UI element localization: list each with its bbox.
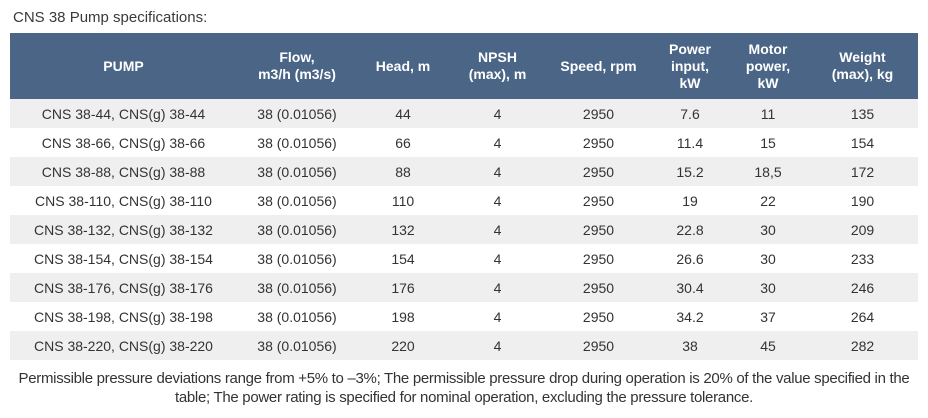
table-cell: CNS 38-154, CNS(g) 38-154 [34, 250, 213, 267]
table-cell: 11.4 [676, 134, 704, 151]
table-cell: 30.4 [676, 279, 704, 296]
table-cell: 4 [493, 279, 502, 296]
table-row: CNS 38-220, CNS(g) 38-220 38 (0.01056) 220… [10, 331, 918, 360]
table-cell: 22.8 [676, 221, 704, 238]
table-cell: 38 (0.01056) [257, 250, 337, 267]
table-row: CNS 38-176, CNS(g) 38-176 38 (0.01056) 176… [10, 273, 918, 302]
table-cell: 18,5 [754, 163, 782, 180]
table-cell: 15.2 [676, 163, 704, 180]
table-cell: CNS 38-110, CNS(g) 38-110 [35, 192, 212, 209]
page-title: CNS 38 Pump specifications: [13, 9, 208, 26]
table-cell: 4 [493, 250, 502, 267]
table-cell: CNS 38-44, CNS(g) 38-44 [41, 105, 206, 122]
table-cell: 220 [391, 337, 415, 354]
column-header-npsh: NPSH (max), m [449, 33, 546, 99]
table-cell: 4 [493, 163, 502, 180]
table-cell: 15 [760, 134, 776, 151]
table-cell: 198 [391, 308, 415, 325]
table-cell: 7.6 [680, 105, 700, 122]
table-cell: CNS 38-176, CNS(g) 38-176 [34, 279, 213, 296]
table-cell: 30 [760, 250, 776, 267]
column-header-flow: Flow, m3/h (m3/s) [237, 33, 357, 99]
table-row: CNS 38-154, CNS(g) 38-154 38 (0.01056) 154… [10, 244, 918, 273]
table-row: CNS 38-88, CNS(g) 38-88 38 (0.01056) 88 4 29… [10, 157, 918, 186]
table-cell: 154 [850, 134, 875, 151]
table-cell: 37 [760, 308, 776, 325]
table-cell: 38 (0.01056) [257, 308, 337, 325]
table-cell: 2950 [582, 279, 615, 296]
table-cell: 2950 [582, 134, 615, 151]
table-cell: 38 (0.01056) [257, 134, 337, 151]
table-cell: 4 [493, 134, 502, 151]
table-cell: 190 [850, 192, 875, 209]
table-cell: 38 (0.01056) [257, 105, 337, 122]
table-cell: CNS 38-132, CNS(g) 38-132 [34, 221, 213, 238]
table-cell: 30 [760, 279, 776, 296]
table-cell: 4 [493, 337, 502, 354]
table-cell: 2950 [582, 337, 615, 354]
table-row: CNS 38-110, CNS(g) 38-110 38 (0.01056) 110… [10, 186, 918, 215]
table-cell: 2950 [582, 163, 615, 180]
table-cell: 233 [850, 250, 875, 267]
pump-spec-table: PUMP Flow, m3/h (m3/s) Head, m NPSH (max… [10, 33, 918, 360]
column-header-speed: Speed, rpm [546, 33, 651, 99]
table-cell: 264 [850, 308, 875, 325]
table-cell: 38 (0.01056) [257, 192, 337, 209]
table-cell: 209 [850, 221, 875, 238]
table-row: CNS 38-132, CNS(g) 38-132 38 (0.01056) 132… [10, 215, 918, 244]
table-cell: 4 [493, 221, 502, 238]
table-cell: 45 [760, 337, 776, 354]
table-cell: 38 (0.01056) [257, 163, 337, 180]
table-cell: 38 (0.01056) [257, 337, 337, 354]
table-cell: 2950 [582, 221, 615, 238]
column-header-head: Head, m [357, 33, 449, 99]
table-cell: 22 [760, 192, 776, 209]
table-cell: 38 (0.01056) [257, 221, 337, 238]
table-cell: 154 [391, 250, 415, 267]
table-row: CNS 38-44, CNS(g) 38-44 38 (0.01056) 44 4 29… [10, 99, 918, 128]
table-cell: 176 [391, 279, 415, 296]
table-header-row: PUMP Flow, m3/h (m3/s) Head, m NPSH (max… [10, 33, 918, 99]
table-cell: 88 [395, 163, 411, 180]
table-cell: CNS 38-220, CNS(g) 38-220 [34, 337, 213, 354]
table-cell: 38 (0.01056) [257, 279, 337, 296]
table-cell: 282 [850, 337, 875, 354]
table-cell: 34.2 [676, 308, 704, 325]
table-row: CNS 38-198, CNS(g) 38-198 38 (0.01056) 198… [10, 302, 918, 331]
table-cell: 44 [395, 105, 411, 122]
table-cell: 38 [682, 337, 698, 354]
table-cell: 246 [850, 279, 875, 296]
table-cell: 172 [850, 163, 875, 180]
table-cell: 132 [391, 221, 415, 238]
table-body: CNS 38-44, CNS(g) 38-44 38 (0.01056) 44 4 29… [10, 99, 918, 360]
column-header-power-input: Power input, kW [651, 33, 729, 99]
table-cell: 2950 [582, 308, 615, 325]
table-cell: 2950 [582, 192, 615, 209]
table-cell: CNS 38-198, CNS(g) 38-198 [34, 308, 213, 325]
table-cell: 4 [493, 192, 502, 209]
table-cell: 30 [760, 221, 776, 238]
table-cell: 2950 [582, 105, 615, 122]
table-cell: 2950 [582, 250, 615, 267]
table-cell: 66 [395, 134, 411, 151]
table-cell: 11 [760, 105, 776, 122]
column-header-motor-power: Motor power, kW [729, 33, 807, 99]
table-cell: 4 [493, 105, 502, 122]
table-cell: CNS 38-88, CNS(g) 38-88 [41, 163, 206, 180]
table-cell: CNS 38-66, CNS(g) 38-66 [41, 134, 206, 151]
table-row: CNS 38-66, CNS(g) 38-66 38 (0.01056) 66 4 29… [10, 128, 918, 157]
column-header-weight: Weight (max), kg [807, 33, 918, 99]
table-cell: 135 [850, 105, 875, 122]
column-header-pump: PUMP [10, 33, 237, 99]
table-cell: 26.6 [676, 250, 704, 267]
footnote: Permissible pressure deviations range fr… [18, 370, 910, 406]
table-cell: 4 [493, 308, 502, 325]
table-cell: 110 [391, 192, 415, 209]
table-cell: 19 [682, 192, 698, 209]
